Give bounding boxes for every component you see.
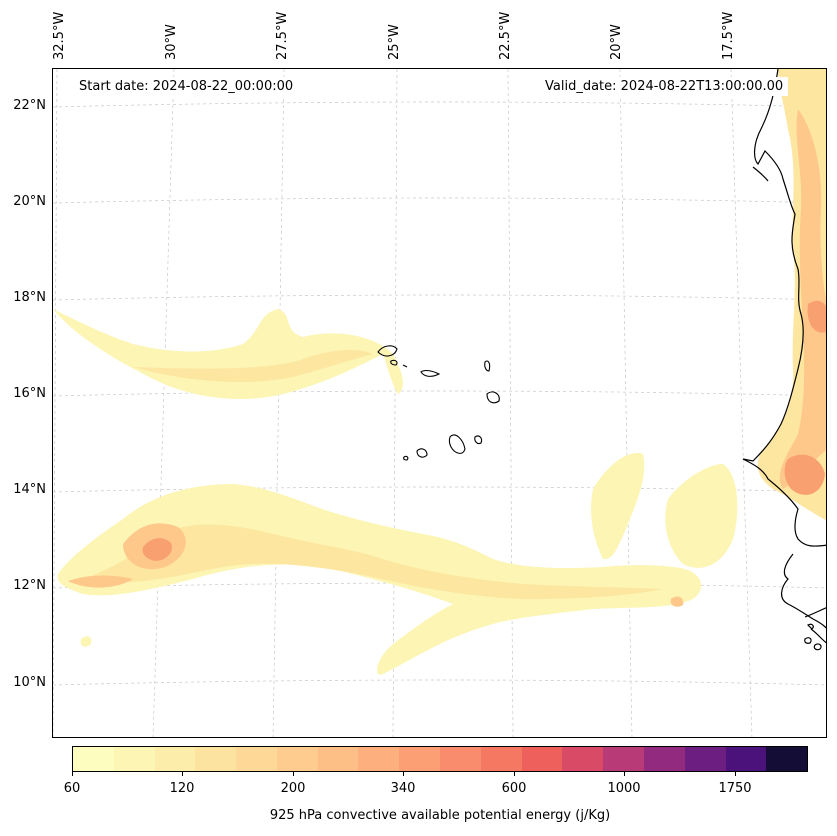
cape-west-tongue <box>68 575 133 588</box>
latitude-label: 12°N <box>13 578 46 593</box>
meridian-27-5w <box>272 69 285 737</box>
colorbar-segment <box>440 747 481 771</box>
colorbar-tick-label: 1750 <box>718 781 752 796</box>
meridian-25w <box>392 69 398 737</box>
colorbar-segment <box>195 747 237 771</box>
coastlines <box>742 69 826 651</box>
island-santa-luzia <box>402 364 408 368</box>
colorbar-segment <box>276 747 318 771</box>
colorbar-tickmark <box>735 772 736 776</box>
latitude-label: 20°N <box>13 194 46 209</box>
island-santo-antao <box>377 345 398 357</box>
cape-east-plume-2 <box>665 464 738 568</box>
colorbar-tickmark <box>403 772 404 776</box>
colorbar-tick-label: 340 <box>390 781 416 796</box>
colorbar-segment <box>236 747 277 771</box>
meridian-22-5w <box>507 69 514 737</box>
colorbar-segment <box>562 747 604 771</box>
bijagos-islet-2 <box>813 643 822 651</box>
longitude-label: 32.5°W <box>52 11 67 60</box>
colorbar-segment <box>603 747 644 771</box>
colorbar-tickmark <box>514 772 515 776</box>
colorbar-tick-label: 200 <box>280 781 306 796</box>
cape-field-map <box>53 69 826 737</box>
latitude-label: 14°N <box>13 482 46 497</box>
island-sao-nicolau <box>420 369 441 377</box>
start-date-label: Start date: 2024-08-22_00:00:00 <box>74 77 299 96</box>
cape-small-blob <box>80 636 92 647</box>
island-brava <box>403 455 409 461</box>
latitude-label: 10°N <box>13 675 46 690</box>
colorbar-tick-label: 600 <box>501 781 527 796</box>
colorbar-segment <box>766 747 808 771</box>
cape-shading <box>53 69 826 675</box>
longitude-label: 17.5°W <box>721 11 736 60</box>
colorbar-segment <box>317 747 359 771</box>
parallel-20n <box>53 197 826 204</box>
colorbar-label: 925 hPa convective available potential e… <box>269 808 611 823</box>
cape-band-north <box>53 309 403 399</box>
cape-verde-islands <box>377 345 500 461</box>
coastline-bay <box>752 166 769 182</box>
map-panel[interactable] <box>52 68 827 738</box>
colorbar-tick-label: 60 <box>63 781 81 796</box>
colorbar-segment <box>358 747 400 771</box>
meridian-32-5w <box>53 69 58 737</box>
latitude-label: 16°N <box>13 386 46 401</box>
island-maio <box>474 435 483 445</box>
colorbar-segment <box>725 747 767 771</box>
parallel-22n <box>53 101 826 108</box>
meridian-20w <box>619 69 633 737</box>
cape-coast-peak-2 <box>807 300 826 333</box>
colorbar-segment <box>684 747 726 771</box>
colorbar-tickmark <box>293 772 294 776</box>
bijagos-islet-3 <box>806 623 814 630</box>
island-boa-vista <box>486 391 500 404</box>
bijagos-islet-1 <box>804 637 812 644</box>
meridian-30w <box>152 69 175 737</box>
meridian-17-5w <box>730 69 753 737</box>
longitude-label: 30°W <box>164 24 179 60</box>
longitude-label: 20°W <box>609 24 624 60</box>
cape-band-south-core <box>83 524 663 599</box>
cape-coast-peak <box>784 454 825 495</box>
colorbar-tickmark <box>72 772 73 776</box>
latitude-label: 18°N <box>13 290 46 305</box>
colorbar-segment <box>154 747 196 771</box>
cape-center-blob-peak <box>142 538 172 561</box>
cape-east-plume <box>591 453 645 560</box>
longitude-label: 22.5°W <box>498 11 513 60</box>
colorbar <box>72 746 808 772</box>
parallel-18n <box>53 294 826 301</box>
colorbar-tickmark <box>182 772 183 776</box>
colorbar-segment <box>113 747 155 771</box>
island-sao-vicente <box>390 359 398 366</box>
longitude-label: 27.5°W <box>275 11 290 60</box>
cape-coast-core <box>779 109 826 489</box>
colorbar-tick-label: 1000 <box>607 781 641 796</box>
latitude-label: 22°N <box>13 98 46 113</box>
longitude-label: 25°W <box>387 24 402 60</box>
africa-coastline <box>742 69 826 644</box>
colorbar-segment <box>521 747 563 771</box>
cape-band-north-core <box>133 349 373 382</box>
valid-date-label: Valid_date: 2024-08-22T13:00:00.00 <box>540 77 789 96</box>
cape-southeast-spot <box>670 596 684 607</box>
colorbar-segment <box>399 747 441 771</box>
island-sal <box>484 360 491 372</box>
colorbar-segment <box>480 747 522 771</box>
colorbar-segment <box>643 747 685 771</box>
colorbar-tickmark <box>624 772 625 776</box>
graticule <box>53 69 826 737</box>
island-santiago <box>448 434 466 454</box>
colorbar-tick-label: 120 <box>169 781 195 796</box>
island-fogo <box>416 448 428 458</box>
parallel-16n <box>53 390 826 397</box>
parallel-10n <box>53 679 826 686</box>
colorbar-segment <box>73 747 114 771</box>
